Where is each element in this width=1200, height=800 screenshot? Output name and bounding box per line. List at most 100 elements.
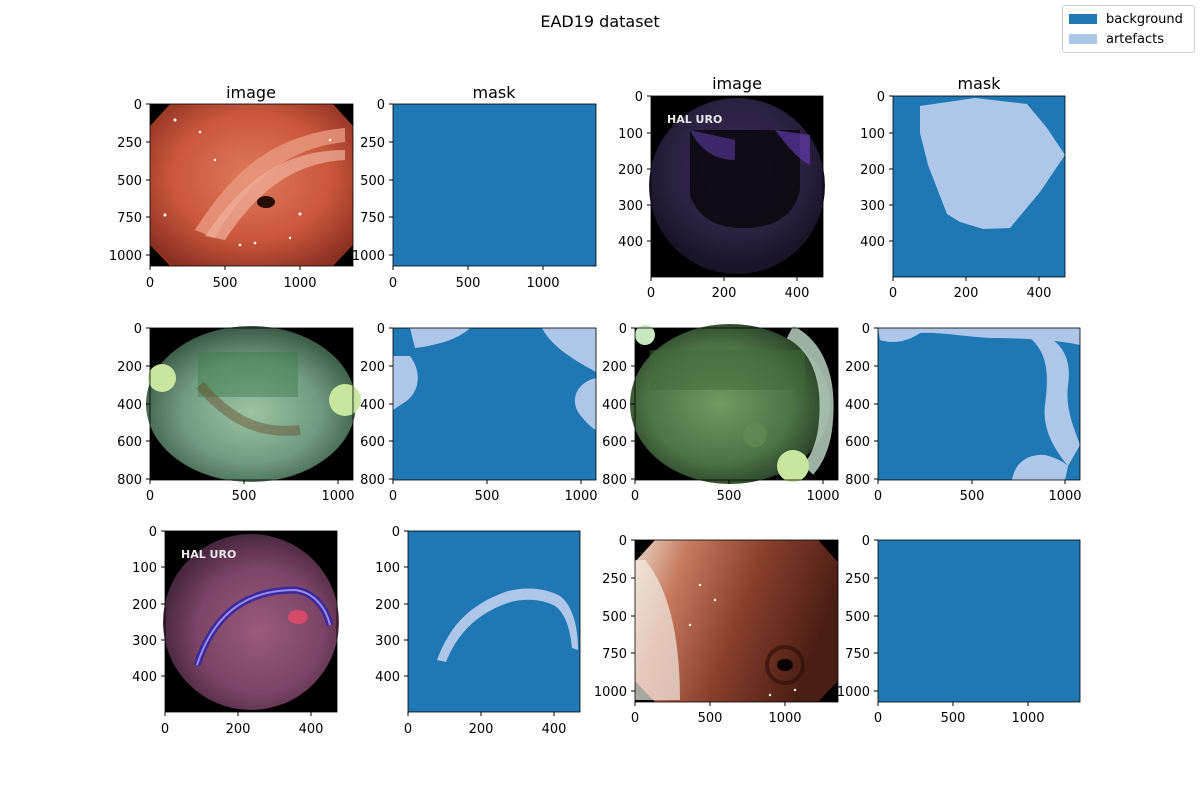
panel-5-image: 0 500 1000 0 200 400 600 800: [117, 322, 361, 504]
panel-5-xtick-1: 500: [232, 489, 257, 504]
panel-8-ytick-4: 800: [845, 473, 870, 488]
panel-9-ytick-4: 400: [132, 670, 157, 685]
panel-12-xtick-2: 1000: [1011, 711, 1044, 726]
panel-7-ytick-0: 0: [619, 322, 627, 337]
panel-3-xtick-0: 0: [647, 286, 655, 301]
panel-4-ytick-3: 300: [860, 199, 885, 214]
panel-11-ytick-4: 1000: [594, 685, 627, 700]
panel-10-ytick-0: 0: [392, 525, 400, 540]
panel-6-ytick-2: 400: [360, 398, 385, 413]
panel-4-title: mask: [958, 74, 1002, 93]
panel-7-xtick-1: 500: [717, 489, 742, 504]
panel-8-ytick-3: 600: [845, 435, 870, 450]
panel-5-ytick-4: 800: [117, 473, 142, 488]
panel-12-ytick-2: 500: [845, 610, 870, 625]
panel-12-ytick-4: 1000: [837, 685, 870, 700]
panel-1-xtick-2: 1000: [283, 276, 316, 291]
panel-3-xtick-2: 400: [785, 286, 810, 301]
mask-artefact-region: [1030, 338, 1080, 466]
panel-2-xtick-0: 0: [389, 276, 397, 291]
panel-12-ytick-3: 750: [845, 647, 870, 662]
panel-11-ytick-0: 0: [619, 534, 627, 549]
panel-12-mask: 0 500 1000 0 250 500 750 1000: [837, 534, 1081, 726]
panel-8-xtick-0: 0: [874, 489, 882, 504]
panel-10-xtick-1: 200: [469, 722, 494, 737]
panel-7-xtick-0: 0: [631, 489, 639, 504]
mask-background: [393, 328, 596, 480]
panel-9-xtick-1: 200: [226, 722, 251, 737]
panel-9-ytick-3: 300: [132, 634, 157, 649]
panel-1-ytick-3: 750: [117, 211, 142, 226]
panel-2-mask: mask 0 500 1000 0 250 500 750 1000: [352, 83, 597, 291]
panel-9-ytick-0: 0: [149, 525, 157, 540]
panel-11-ytick-3: 750: [602, 647, 627, 662]
panel-1-image: image 0 500 1000 0 250 500 750 1000: [109, 83, 354, 291]
mask-artefact-region: [920, 98, 1065, 229]
panel-10-mask: 0 200 400 0 100 200 300 400: [375, 525, 581, 737]
panel-11-ytick-2: 500: [602, 610, 627, 625]
panel-12-xtick-0: 0: [874, 711, 882, 726]
mask-artefact-region: [437, 588, 578, 662]
panel-1-ytick-4: 1000: [109, 249, 142, 264]
panel-8-ytick-1: 200: [845, 360, 870, 375]
panel-6-xtick-2: 1000: [564, 489, 597, 504]
panel-12-xtick-1: 500: [941, 711, 966, 726]
panel-5-ytick-3: 600: [117, 435, 142, 450]
mask-background: [408, 531, 580, 712]
panel-8-ytick-2: 400: [845, 398, 870, 413]
panel-6-ytick-4: 800: [360, 473, 385, 488]
mask-artefact-region: [393, 356, 418, 410]
panel-10-ytick-3: 300: [375, 634, 400, 649]
panel-1-ytick-2: 500: [117, 174, 142, 189]
panel-4-xtick-1: 200: [954, 286, 979, 301]
panel-2-xtick-2: 1000: [526, 276, 559, 291]
panel-11-image: 0 500 1000 0 250 500 750 1000: [594, 534, 839, 726]
panel-6-ytick-3: 600: [360, 435, 385, 450]
panel-7-ytick-2: 400: [602, 398, 627, 413]
panel-2-ytick-0: 0: [377, 98, 385, 113]
panel-9-ytick-2: 200: [132, 598, 157, 613]
panel-10-ytick-4: 400: [375, 670, 400, 685]
panel-9-overlay-text: HAL URO: [181, 548, 236, 561]
panel-1-title: image: [226, 83, 276, 102]
panel-10-xtick-0: 0: [404, 722, 412, 737]
panel-11-xtick-2: 1000: [768, 711, 801, 726]
panel-8-ytick-0: 0: [862, 322, 870, 337]
panel-3-xtick-1: 200: [712, 286, 737, 301]
panel-7-image: 0 500 1000 0 200 400 600 800: [602, 322, 839, 504]
panel-1-ytick-0: 0: [134, 98, 142, 113]
panel-7-ytick-1: 200: [602, 360, 627, 375]
panel-2-ytick-4: 1000: [352, 249, 385, 264]
panel-10-ytick-1: 100: [375, 561, 400, 576]
panel-1-ytick-1: 250: [117, 136, 142, 151]
mask-background: [877, 539, 1081, 703]
panel-8-xtick-1: 500: [960, 489, 985, 504]
legend-swatch-artefacts: [1069, 34, 1097, 44]
mask-artefact-region: [410, 328, 470, 348]
panel-9-xtick-2: 400: [299, 722, 324, 737]
panel-7-ytick-4: 800: [602, 473, 627, 488]
panel-4-ytick-0: 0: [877, 90, 885, 105]
figure-title: EAD19 dataset: [540, 12, 660, 31]
panel-3-ytick-0: 0: [635, 90, 643, 105]
panel-3-title: image: [712, 74, 762, 93]
legend-label-background: background: [1106, 11, 1183, 27]
mask-background: [392, 103, 597, 267]
panel-9-image: HAL URO 0 200 400 0 100 200 300 400: [132, 525, 339, 737]
panel-4-ytick-4: 400: [860, 235, 885, 250]
panel-3-ytick-4: 400: [618, 235, 643, 250]
panel-6-mask: 0 500 1000 0 200 400 600 800: [360, 322, 597, 504]
panel-12-ytick-0: 0: [862, 534, 870, 549]
panel-3-ytick-2: 200: [618, 163, 643, 178]
panel-9-xtick-0: 0: [161, 722, 169, 737]
legend: background artefacts: [1062, 5, 1195, 53]
panel-11-xtick-1: 500: [698, 711, 723, 726]
panel-5-ytick-2: 400: [117, 398, 142, 413]
panel-4-xtick-2: 400: [1027, 286, 1052, 301]
panel-7-xtick-2: 1000: [806, 489, 839, 504]
panel-2-ytick-2: 500: [360, 174, 385, 189]
panel-6-xtick-0: 0: [389, 489, 397, 504]
mask-artefact-region: [574, 378, 596, 430]
panel-5-xtick-2: 1000: [321, 489, 354, 504]
